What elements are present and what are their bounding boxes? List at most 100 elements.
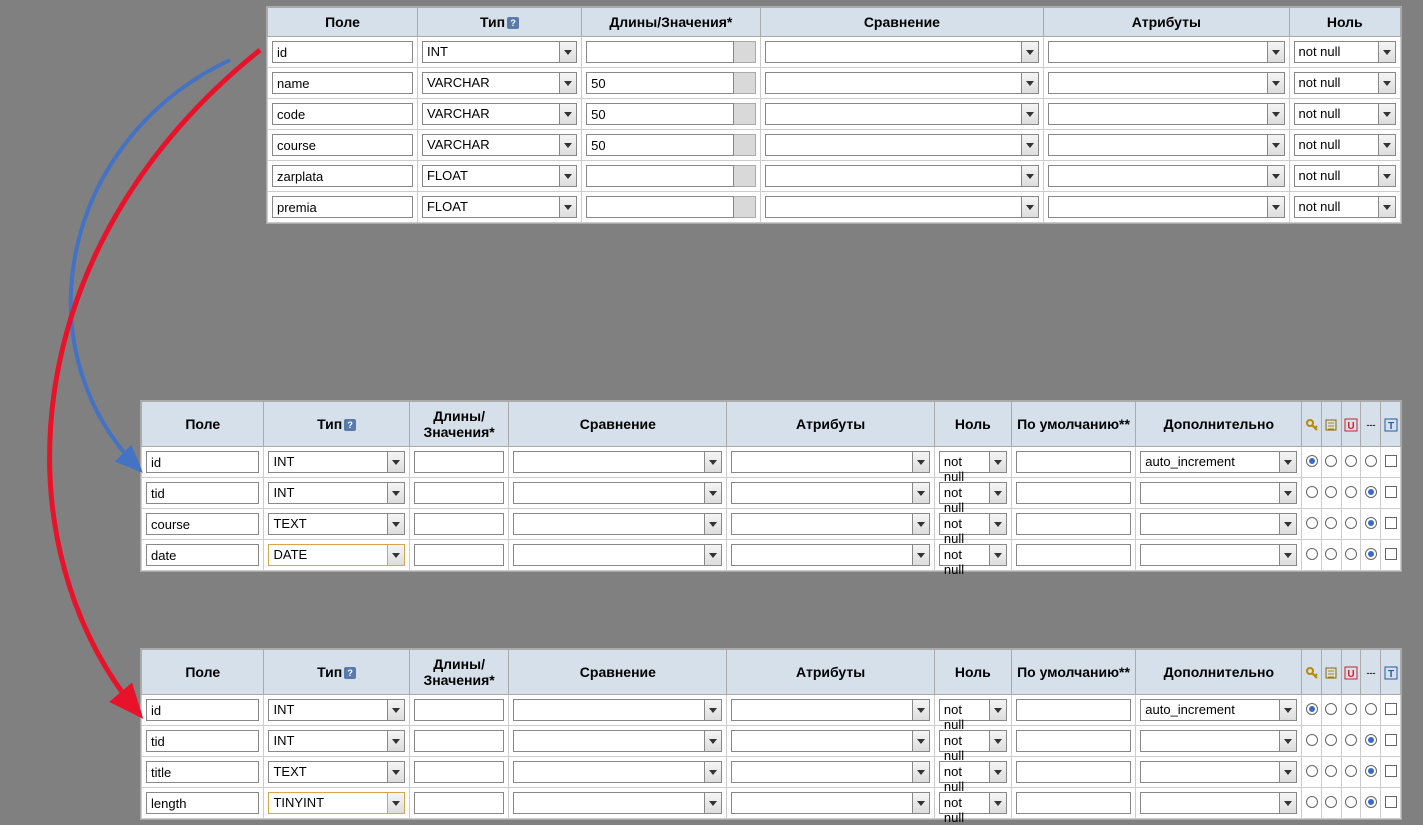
radio-option[interactable] xyxy=(1325,765,1337,777)
select-wrap[interactable] xyxy=(513,792,722,814)
select-wrap[interactable]: not null xyxy=(939,730,1007,752)
chevron-down-icon[interactable] xyxy=(1378,165,1396,187)
radio-option[interactable] xyxy=(1325,703,1337,715)
radio-option[interactable] xyxy=(1325,517,1337,529)
select-wrap[interactable] xyxy=(1048,165,1284,187)
select-wrap[interactable] xyxy=(765,103,1040,125)
select-wrap[interactable]: not null xyxy=(1294,103,1397,125)
select-wrap[interactable] xyxy=(731,482,930,504)
chevron-down-icon[interactable] xyxy=(704,699,722,721)
radio-option[interactable] xyxy=(1325,548,1337,560)
chevron-down-icon[interactable] xyxy=(912,544,930,566)
select-wrap[interactable] xyxy=(1140,513,1297,535)
chevron-down-icon[interactable] xyxy=(704,792,722,814)
text-input[interactable] xyxy=(414,730,505,752)
chevron-down-icon[interactable] xyxy=(387,451,405,473)
radio-option[interactable] xyxy=(1306,517,1318,529)
select-wrap[interactable] xyxy=(513,544,722,566)
text-input[interactable] xyxy=(1016,513,1132,535)
select-wrap[interactable] xyxy=(731,761,930,783)
radio-option[interactable] xyxy=(1365,455,1377,467)
select-wrap[interactable] xyxy=(731,730,930,752)
select-wrap[interactable] xyxy=(765,134,1040,156)
text-input[interactable] xyxy=(146,544,259,566)
chevron-down-icon[interactable] xyxy=(1279,761,1297,783)
text-input[interactable] xyxy=(146,482,259,504)
select-wrap[interactable]: not null xyxy=(939,792,1007,814)
select-wrap[interactable] xyxy=(1048,41,1284,63)
select-wrap[interactable]: not null xyxy=(939,513,1007,535)
chevron-down-icon[interactable] xyxy=(1021,41,1039,63)
select-wrap[interactable]: INT xyxy=(268,730,404,752)
text-input[interactable] xyxy=(414,451,505,473)
text-input[interactable] xyxy=(146,513,259,535)
select-wrap[interactable] xyxy=(731,513,930,535)
select-wrap[interactable]: VARCHAR xyxy=(422,72,577,94)
text-input[interactable] xyxy=(272,196,413,218)
chevron-down-icon[interactable] xyxy=(387,544,405,566)
radio-option[interactable] xyxy=(1306,796,1318,808)
text-input[interactable] xyxy=(1016,699,1132,721)
chevron-down-icon[interactable] xyxy=(1279,451,1297,473)
select-wrap[interactable] xyxy=(1048,72,1284,94)
text-input[interactable] xyxy=(414,513,505,535)
chevron-down-icon[interactable] xyxy=(387,513,405,535)
select-wrap[interactable]: TEXT xyxy=(268,513,404,535)
radio-option[interactable] xyxy=(1365,517,1377,529)
length-input[interactable] xyxy=(586,165,733,187)
chevron-down-icon[interactable] xyxy=(704,730,722,752)
radio-option[interactable] xyxy=(1345,796,1357,808)
chevron-down-icon[interactable] xyxy=(989,544,1007,566)
select-wrap[interactable]: FLOAT xyxy=(422,196,577,218)
radio-option[interactable] xyxy=(1306,455,1318,467)
checkbox[interactable] xyxy=(1385,517,1397,529)
select-wrap[interactable]: not null xyxy=(939,761,1007,783)
select-wrap[interactable]: auto_increment xyxy=(1140,451,1297,473)
chevron-down-icon[interactable] xyxy=(1279,792,1297,814)
select-wrap[interactable]: not null xyxy=(939,544,1007,566)
radio-option[interactable] xyxy=(1306,734,1318,746)
chevron-down-icon[interactable] xyxy=(1378,134,1396,156)
text-input[interactable] xyxy=(146,699,259,721)
radio-option[interactable] xyxy=(1306,765,1318,777)
chevron-down-icon[interactable] xyxy=(387,482,405,504)
chevron-down-icon[interactable] xyxy=(1279,544,1297,566)
checkbox[interactable] xyxy=(1385,455,1397,467)
radio-option[interactable] xyxy=(1365,486,1377,498)
chevron-down-icon[interactable] xyxy=(387,730,405,752)
chevron-down-icon[interactable] xyxy=(1267,165,1285,187)
radio-option[interactable] xyxy=(1345,734,1357,746)
text-input[interactable] xyxy=(272,72,413,94)
select-wrap[interactable] xyxy=(765,196,1040,218)
chevron-down-icon[interactable] xyxy=(912,792,930,814)
select-wrap[interactable] xyxy=(1140,792,1297,814)
text-input[interactable] xyxy=(414,699,505,721)
chevron-down-icon[interactable] xyxy=(989,482,1007,504)
select-wrap[interactable]: INT xyxy=(422,41,577,63)
chevron-down-icon[interactable] xyxy=(1021,72,1039,94)
chevron-down-icon[interactable] xyxy=(1279,513,1297,535)
select-wrap[interactable] xyxy=(731,699,930,721)
chevron-down-icon[interactable] xyxy=(1267,134,1285,156)
help-icon[interactable]: ? xyxy=(344,667,356,679)
radio-option[interactable] xyxy=(1345,765,1357,777)
chevron-down-icon[interactable] xyxy=(704,513,722,535)
chevron-down-icon[interactable] xyxy=(912,761,930,783)
chevron-down-icon[interactable] xyxy=(912,699,930,721)
select-wrap[interactable]: TINYINT xyxy=(268,792,404,814)
select-wrap[interactable]: not null xyxy=(939,451,1007,473)
select-wrap[interactable]: TEXT xyxy=(268,761,404,783)
length-input[interactable] xyxy=(586,72,733,94)
select-wrap[interactable] xyxy=(731,451,930,473)
select-wrap[interactable]: VARCHAR xyxy=(422,103,577,125)
chevron-down-icon[interactable] xyxy=(559,72,577,94)
chevron-down-icon[interactable] xyxy=(559,41,577,63)
chevron-down-icon[interactable] xyxy=(989,730,1007,752)
chevron-down-icon[interactable] xyxy=(704,451,722,473)
text-input[interactable] xyxy=(1016,761,1132,783)
select-wrap[interactable]: INT xyxy=(268,482,404,504)
chevron-down-icon[interactable] xyxy=(989,699,1007,721)
chevron-down-icon[interactable] xyxy=(704,761,722,783)
help-icon[interactable]: ? xyxy=(344,419,356,431)
select-wrap[interactable]: not null xyxy=(1294,41,1397,63)
